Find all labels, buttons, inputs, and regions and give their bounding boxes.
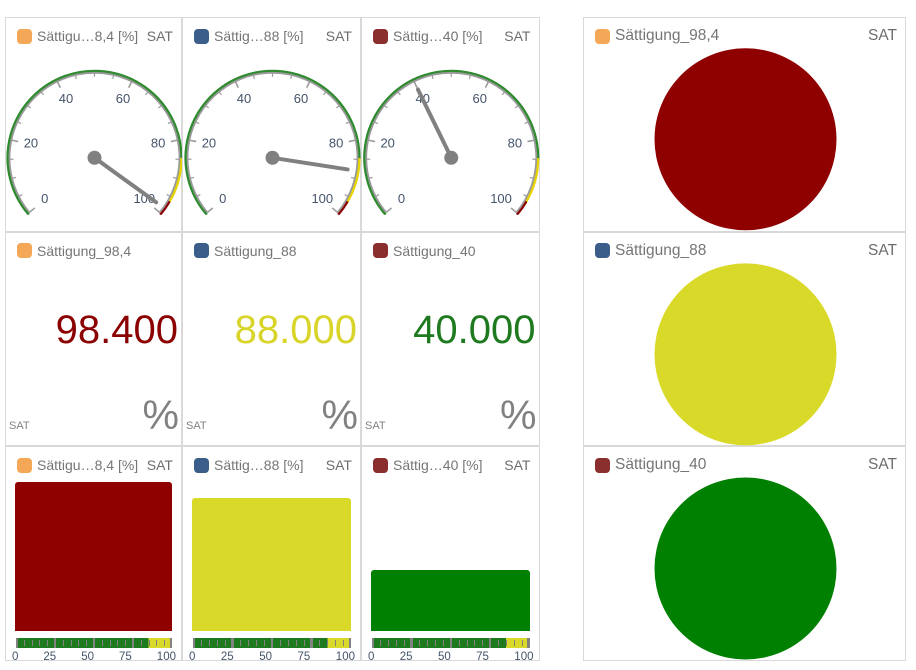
svg-text:0: 0	[398, 191, 405, 206]
svg-text:80: 80	[151, 136, 165, 151]
svg-text:60: 60	[294, 91, 308, 106]
svg-text:0: 0	[219, 191, 226, 206]
svg-text:20: 20	[380, 136, 394, 151]
svg-text:20: 20	[202, 136, 216, 151]
svg-text:40: 40	[237, 91, 251, 106]
svg-text:60: 60	[116, 91, 130, 106]
svg-text:100: 100	[490, 191, 512, 206]
svg-text:100: 100	[311, 191, 333, 206]
svg-text:80: 80	[329, 136, 343, 151]
svg-text:0: 0	[41, 191, 48, 206]
svg-text:20: 20	[24, 136, 38, 151]
svg-text:60: 60	[473, 91, 487, 106]
svg-text:80: 80	[508, 136, 522, 151]
svg-text:40: 40	[59, 91, 73, 106]
